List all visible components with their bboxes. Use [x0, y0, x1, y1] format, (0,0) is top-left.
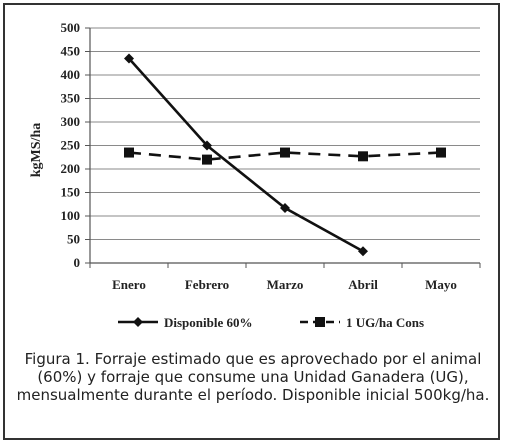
y-tick-label: 450	[61, 44, 81, 59]
y-tick-label: 100	[61, 208, 81, 223]
data-point-square	[436, 147, 446, 158]
y-axis-label: kgMS/ha	[29, 123, 44, 177]
x-tick-label-mayo: Mayo	[425, 277, 457, 292]
legend: Disponible 60% 1 UG/ha Cons	[118, 315, 424, 330]
figure-caption: Figura 1. Forraje estimado que es aprove…	[16, 350, 490, 404]
data-point-square	[280, 147, 290, 158]
figure-frame	[3, 3, 500, 440]
y-tick-labels: 0 50 100 150 200 250 300 350 400 450 500	[61, 20, 81, 270]
y-tick-label: 0	[74, 255, 81, 270]
y-tick-label: 350	[61, 91, 81, 106]
y-tick-label: 300	[61, 114, 81, 129]
data-point-square	[202, 154, 212, 165]
data-point-diamond	[202, 140, 212, 151]
legend-label-1: 1 UG/ha Cons	[346, 315, 424, 330]
grid-lines	[90, 27, 480, 264]
line-chart: 0 50 100 150 200 250 300 350 400 450 500 Enero Febr…	[29, 20, 481, 330]
x-tick-labels: Enero Febrero Marzo Abril Mayo	[112, 277, 457, 292]
data-point-diamond	[280, 203, 290, 214]
data-point-diamond	[124, 53, 134, 64]
series-line-0	[128, 57, 364, 253]
data-point-diamond	[358, 246, 368, 257]
series-group	[124, 53, 446, 257]
legend-marker-square	[315, 317, 325, 327]
x-tick-label-marzo: Marzo	[267, 277, 304, 292]
data-point-square	[358, 151, 368, 162]
y-tick-label: 200	[61, 161, 81, 176]
axes	[85, 27, 481, 268]
y-tick-label: 500	[61, 20, 81, 35]
y-tick-label: 400	[61, 67, 81, 82]
x-tick-label-enero: Enero	[112, 277, 146, 292]
x-tick-label-abril: Abril	[348, 277, 378, 292]
x-tick-label-febrero: Febrero	[185, 277, 229, 292]
y-tick-label: 150	[61, 185, 81, 200]
y-tick-label: 50	[67, 232, 80, 247]
series-line-1	[128, 151, 442, 161]
legend-marker-diamond	[133, 317, 143, 327]
legend-label-0: Disponible 60%	[164, 315, 253, 330]
y-tick-label: 250	[61, 138, 81, 153]
data-point-square	[124, 147, 134, 158]
